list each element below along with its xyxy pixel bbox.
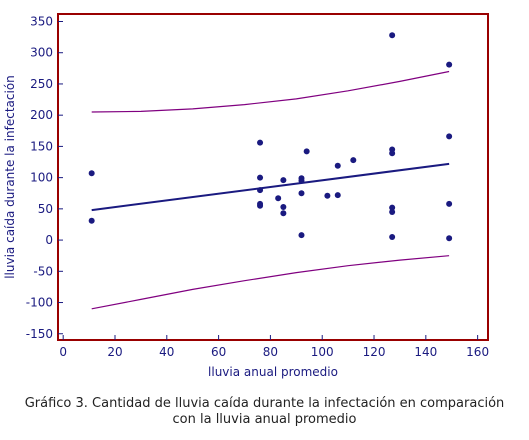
data-point [280, 210, 287, 217]
data-point [324, 192, 331, 199]
regression-line [91, 162, 450, 212]
data-point [334, 162, 341, 169]
data-point [280, 177, 287, 184]
x-tick-label: 160 [466, 345, 489, 359]
data-point [389, 32, 396, 39]
y-tick-label: 250 [30, 77, 53, 91]
data-point [275, 195, 282, 202]
data-point [280, 203, 287, 210]
y-axis-ticks: -150 -100 -50 0 50 100 150 200 250 300 350 [26, 14, 63, 341]
y-tick-label: -50 [33, 264, 53, 278]
data-point [389, 208, 396, 215]
y-tick-label: 50 [38, 202, 53, 216]
data-point [303, 148, 310, 155]
y-tick-label: 100 [30, 171, 53, 185]
data-point [446, 133, 453, 140]
caption-line-2: con la lluvia anual promedio [172, 412, 357, 427]
data-point [298, 177, 305, 184]
data-points [88, 32, 453, 242]
data-point [389, 150, 396, 157]
y-tick-label: 150 [30, 139, 53, 153]
y-tick-label: 0 [45, 233, 53, 247]
data-point [88, 170, 95, 177]
x-tick-label: 100 [311, 345, 334, 359]
upper-prediction-band [91, 70, 450, 113]
x-tick-label: 40 [159, 345, 174, 359]
data-point [298, 232, 305, 239]
y-tick-label: 300 [30, 46, 53, 60]
scatter-chart: -150 -100 -50 0 50 100 150 200 250 300 350 0 20 40 60… [3, 13, 489, 379]
data-point [334, 192, 341, 199]
lower-prediction-band [91, 255, 450, 310]
x-tick-label: 140 [414, 345, 437, 359]
data-point [389, 204, 396, 211]
y-axis-label: lluvia caída durante la infectación [3, 75, 17, 279]
x-tick-label: 80 [263, 345, 278, 359]
fit-line [91, 162, 450, 212]
plot-frame [57, 13, 489, 341]
data-point [88, 217, 95, 224]
data-point [257, 202, 264, 209]
x-axis-label: lluvia anual promedio [208, 365, 338, 379]
x-tick-label: 20 [107, 345, 122, 359]
x-tick-label: 120 [363, 345, 386, 359]
data-point [257, 174, 264, 181]
data-point [350, 157, 357, 164]
data-point [298, 190, 305, 197]
caption-line-1: Gráfico 3. Cantidad de lluvia caída dura… [24, 396, 505, 411]
data-point [446, 235, 453, 242]
confidence-bands [91, 70, 450, 310]
x-tick-label: 60 [211, 345, 226, 359]
figure-caption: Gráfico 3. Cantidad de lluvia caída dura… [0, 396, 529, 428]
data-point [257, 139, 264, 146]
data-point [257, 187, 264, 194]
x-tick-label: 0 [59, 345, 67, 359]
data-point [446, 200, 453, 207]
data-point [446, 61, 453, 68]
data-point [389, 233, 396, 240]
x-axis-ticks: 0 20 40 60 80 100 120 140 160 [59, 335, 489, 359]
y-tick-label: 200 [30, 108, 53, 122]
y-tick-label: -150 [26, 327, 53, 341]
y-tick-label: 350 [30, 14, 53, 28]
y-tick-label: -100 [26, 296, 53, 310]
